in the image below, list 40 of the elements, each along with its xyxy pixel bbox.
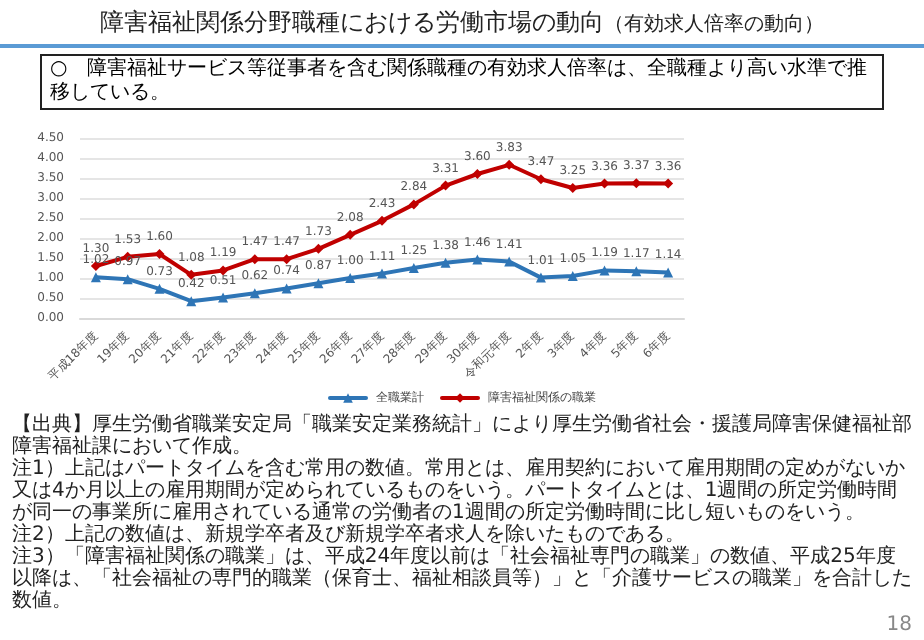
point bbox=[440, 180, 451, 191]
point bbox=[504, 159, 515, 170]
point bbox=[408, 263, 419, 273]
point bbox=[186, 296, 197, 307]
text: 18 bbox=[886, 614, 912, 636]
text: 【出典】厚生労働省職業安定局「職業安定業務統計」により厚生労働省社会・援護局障害保健福祉部障害福祉課において作成。 bbox=[12, 414, 912, 458]
text: 注3）「障害福祉関係の職業」は、平成24年度以前は「社会福祉専門の職業」の数値、平成25年度以降は、「社会福祉の専門的職業（保育士、福祉相談員等）」と「介護サービスの職業」を合計した数値。 bbox=[12, 546, 912, 612]
point bbox=[90, 272, 101, 283]
chart-title: 障害福祉関係分野職種における労働市場の動向 bbox=[100, 8, 604, 36]
point bbox=[567, 271, 578, 281]
point bbox=[408, 199, 419, 210]
point bbox=[599, 265, 610, 276]
point bbox=[663, 267, 674, 278]
point bbox=[249, 254, 260, 265]
point bbox=[567, 183, 578, 193]
point bbox=[122, 274, 133, 285]
point bbox=[472, 254, 483, 265]
point bbox=[154, 283, 165, 294]
point bbox=[631, 266, 642, 277]
point bbox=[377, 215, 387, 226]
point bbox=[218, 265, 229, 276]
point bbox=[472, 169, 483, 179]
point bbox=[249, 288, 260, 299]
point bbox=[345, 273, 356, 283]
point bbox=[313, 278, 324, 289]
chart-subtitle: （有効求人倍率の動向） bbox=[604, 14, 824, 36]
point bbox=[154, 249, 165, 259]
point bbox=[377, 268, 387, 279]
point bbox=[663, 178, 674, 189]
point bbox=[218, 292, 229, 303]
text: 注1）上記はパートタイムを含む常用の数値。常用とは、雇用契約において雇用期間の定めがないか又は4か月以上の雇用期間が定められているものをいう。パートタイムとは、1週間の所定労働時間が同一の事業所に雇用されている通常の労働者の1週間の所定労働時間に比し短いものをいう。 bbox=[12, 458, 907, 524]
point bbox=[440, 257, 451, 268]
text: ○ 障害福祉サービス等従事者を含む関係職種の有効求人倍率は、全職種より高い水準で推移している。 bbox=[40, 54, 884, 110]
text: 注2）上記の数値は、新規学卒者及び新規学卒者求人を除いたものである。 bbox=[12, 524, 685, 546]
point bbox=[345, 229, 356, 240]
point bbox=[535, 272, 546, 283]
point bbox=[281, 283, 292, 294]
point bbox=[313, 243, 324, 254]
point bbox=[535, 174, 546, 185]
point bbox=[504, 256, 515, 267]
